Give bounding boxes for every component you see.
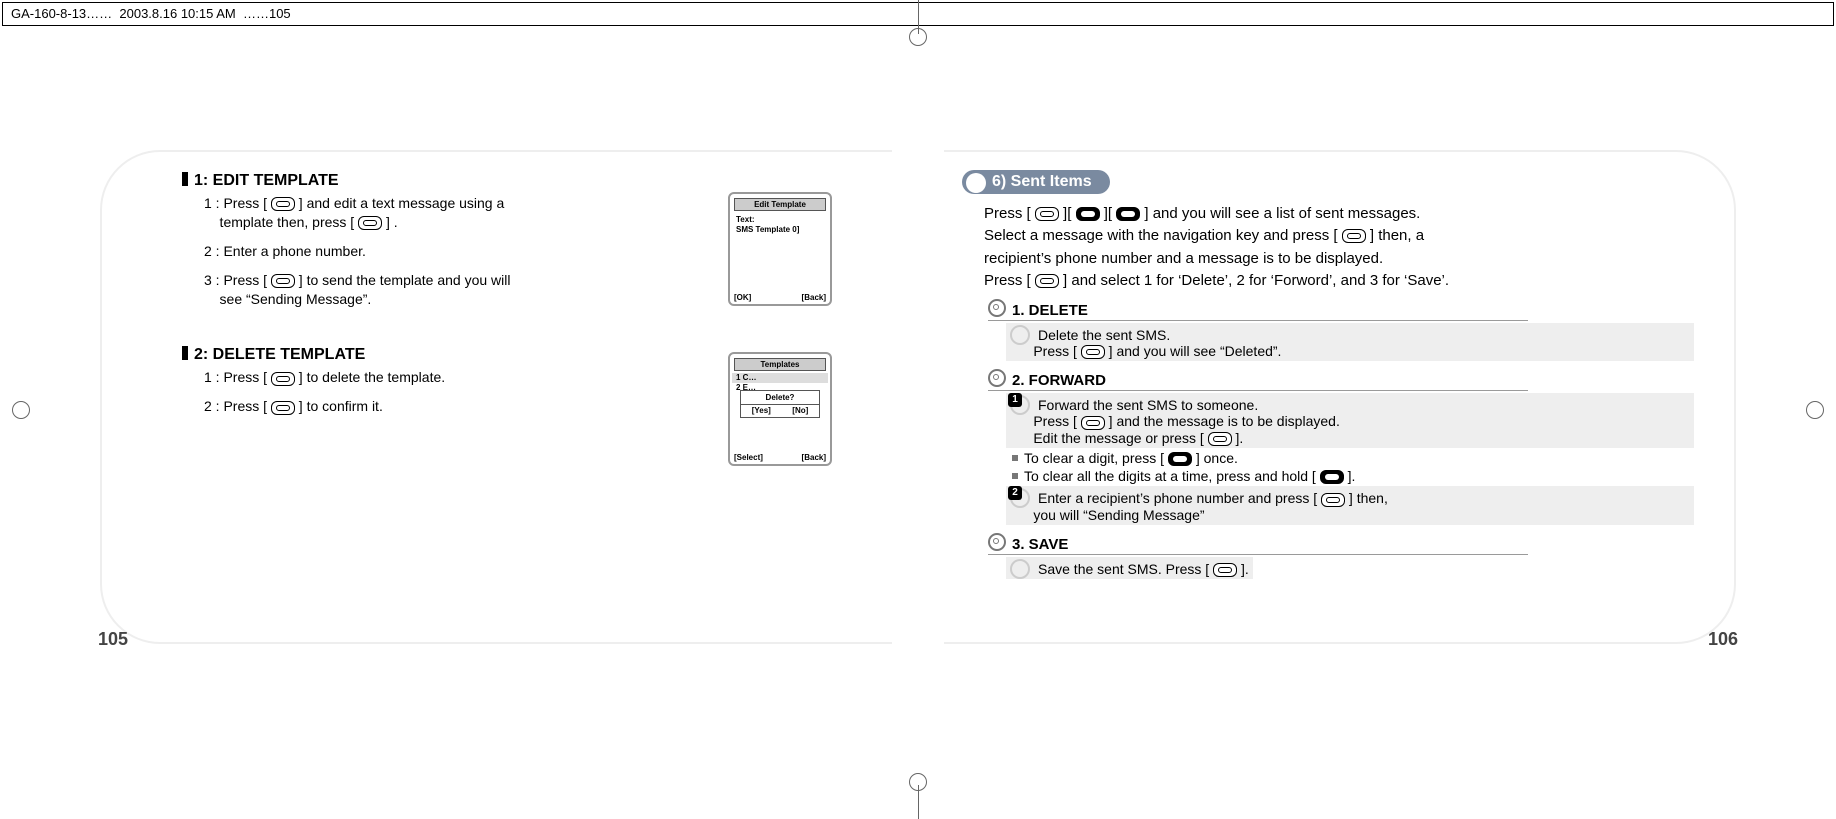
intro-line: recipient’s phone number and a message i… bbox=[984, 249, 1694, 269]
button-icon bbox=[271, 372, 295, 386]
page-number-left: 105 bbox=[98, 629, 128, 650]
intro-line: Select a message with the navigation key… bbox=[984, 226, 1694, 246]
lead-icon bbox=[1010, 559, 1032, 577]
button-icon bbox=[1208, 432, 1232, 446]
button-icon bbox=[1081, 416, 1105, 430]
mock-line: SMS Template 0] bbox=[736, 225, 824, 235]
mock-softkey: [Back] bbox=[802, 293, 826, 302]
bullet-target-icon bbox=[988, 369, 1006, 387]
register-mark-bottom bbox=[909, 773, 927, 791]
mock-softkey: [Back] bbox=[802, 453, 826, 462]
page-right: 106 6) Sent Items Press [ ][ ][ ] and yo… bbox=[944, 150, 1736, 644]
save-block: Save the sent SMS. Press [ ]. bbox=[1006, 557, 1253, 579]
subhead-delete: 1. DELETE bbox=[988, 299, 1528, 321]
page-number-right: 106 bbox=[1708, 629, 1738, 650]
button-icon bbox=[1035, 207, 1059, 221]
button-icon bbox=[1076, 207, 1100, 221]
button-icon bbox=[1213, 563, 1237, 577]
lead-icon bbox=[1010, 325, 1032, 343]
subhead-forward: 2. FORWARD bbox=[988, 369, 1528, 391]
phone-mock-edit: Edit Template Text: SMS Template 0] [OK]… bbox=[728, 192, 832, 306]
forward-line: Forward the sent SMS to someone. bbox=[1038, 397, 1258, 413]
button-icon bbox=[1116, 207, 1140, 221]
button-icon bbox=[1081, 345, 1105, 359]
button-icon bbox=[271, 197, 295, 211]
lead-icon: 1 bbox=[1010, 395, 1032, 413]
delete-block: Delete the sent SMS. Press [ ] and you w… bbox=[1006, 323, 1694, 361]
register-mark-right bbox=[1806, 401, 1824, 419]
square-bullet-icon bbox=[1012, 473, 1018, 479]
button-icon bbox=[1342, 229, 1366, 243]
mock-title: Edit Template bbox=[734, 198, 826, 211]
forward-step-2: 2Enter a recipient’s phone number and pr… bbox=[1006, 486, 1694, 524]
button-icon bbox=[271, 401, 295, 415]
bullet-target-icon bbox=[988, 533, 1006, 551]
mock-softkey: [Select] bbox=[734, 453, 763, 462]
bullet-target-icon bbox=[988, 299, 1006, 317]
mock-softkey: [Yes] bbox=[752, 406, 771, 415]
intro-line: Press [ ] and select 1 for ‘Delete’, 2 f… bbox=[984, 271, 1694, 291]
phone-mock-delete: Templates 1 C… 2 E… Delete? [Yes][No] [S… bbox=[728, 352, 832, 466]
forward-note: To clear all the digits at a time, press… bbox=[1012, 468, 1694, 484]
heading-edit-template: 1: EDIT TEMPLATE bbox=[182, 172, 582, 190]
delete-line: Delete the sent SMS. bbox=[1038, 327, 1170, 343]
step-1-3: 3 : Press [ ] to send the template and y… bbox=[204, 271, 582, 309]
mock-row: 1 C… bbox=[732, 373, 828, 383]
button-icon bbox=[1168, 452, 1192, 466]
register-mark-left bbox=[12, 401, 30, 419]
intro-line: Press [ ][ ][ ] and you will see a list … bbox=[984, 204, 1694, 224]
mock-softkey: [OK] bbox=[734, 293, 751, 302]
button-icon bbox=[271, 274, 295, 288]
button-icon bbox=[358, 216, 382, 230]
square-bullet-icon bbox=[1012, 455, 1018, 461]
lead-icon: 2 bbox=[1010, 488, 1032, 506]
mock-softkey: [No] bbox=[792, 406, 808, 415]
preflight-text: GA-160-8-13…… 2003.8.16 10:15 AM ……105 bbox=[3, 6, 299, 21]
register-mark-top bbox=[909, 28, 927, 46]
forward-note: To clear a digit, press [ ] once. bbox=[1012, 450, 1694, 466]
mock-line: Text: bbox=[736, 215, 824, 225]
mock-popup: Delete? [Yes] [No] bbox=[740, 390, 820, 418]
step-1-1: 1 : Press [ ] and edit a text message us… bbox=[204, 194, 582, 232]
mock-popup-text: Delete? bbox=[741, 393, 819, 402]
forward-step-1: 1Forward the sent SMS to someone. Press … bbox=[1006, 393, 1694, 448]
page-left: 105 1: EDIT TEMPLATE 1 : Press [ ] and e… bbox=[100, 150, 892, 644]
section-pill-sent-items: 6) Sent Items bbox=[962, 170, 1110, 194]
step-2-2: 2 : Press [ ] to confirm it. bbox=[204, 397, 582, 416]
step-1-2: 2 : Enter a phone number. bbox=[204, 242, 582, 261]
step-2-1: 1 : Press [ ] to delete the template. bbox=[204, 368, 582, 387]
mock-title: Templates bbox=[734, 358, 826, 371]
button-icon bbox=[1320, 470, 1344, 484]
subhead-save: 3. SAVE bbox=[988, 533, 1528, 555]
button-icon bbox=[1321, 493, 1345, 507]
heading-delete-template: 2: DELETE TEMPLATE bbox=[182, 346, 582, 364]
button-icon bbox=[1035, 274, 1059, 288]
